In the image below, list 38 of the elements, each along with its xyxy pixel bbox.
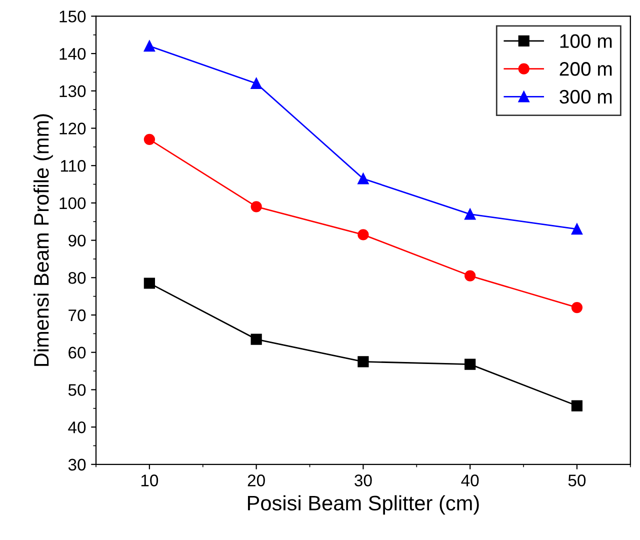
point	[358, 229, 369, 240]
y-tick-label: 100	[60, 197, 86, 210]
y-tick-label: 90	[68, 234, 86, 247]
point	[464, 208, 476, 220]
legend-label: 100 m	[560, 34, 612, 48]
y-tick-label: 130	[60, 85, 86, 98]
x-tick-label: 50	[568, 474, 586, 486]
point	[144, 134, 155, 146]
point	[250, 334, 262, 345]
y-tick-label: 60	[68, 346, 86, 359]
point	[464, 270, 476, 282]
point	[250, 78, 262, 89]
y-tick-label: 40	[68, 421, 86, 434]
legend-label: 300 m	[560, 90, 612, 104]
y-tick-label: 140	[60, 48, 86, 60]
point	[464, 358, 476, 370]
point	[358, 173, 369, 184]
point	[571, 224, 583, 235]
point	[250, 201, 262, 212]
x-tick-label: 40	[461, 474, 479, 486]
point	[571, 302, 583, 314]
y-tick-label: 30	[68, 458, 86, 471]
y-tick-label: 70	[68, 309, 86, 322]
x-tick-label: 20	[248, 474, 265, 486]
point	[144, 278, 155, 289]
y-axis-title: Dimensi Beam Profile (mm)	[33, 114, 53, 366]
point	[144, 40, 155, 52]
y-tick-label: 120	[60, 122, 86, 134]
point	[358, 356, 369, 368]
y-tick-label: 80	[68, 272, 86, 284]
y-tick-label: 150	[60, 10, 86, 22]
x-tick-label: 10	[141, 474, 158, 486]
x-tick-label: 30	[354, 474, 372, 486]
y-tick-label: 110	[60, 160, 86, 172]
legend-label: 200 m	[560, 62, 612, 76]
x-axis-title: Posisi Beam Splitter (cm)	[248, 495, 479, 515]
point	[571, 400, 583, 412]
y-tick-label: 50	[68, 384, 86, 396]
